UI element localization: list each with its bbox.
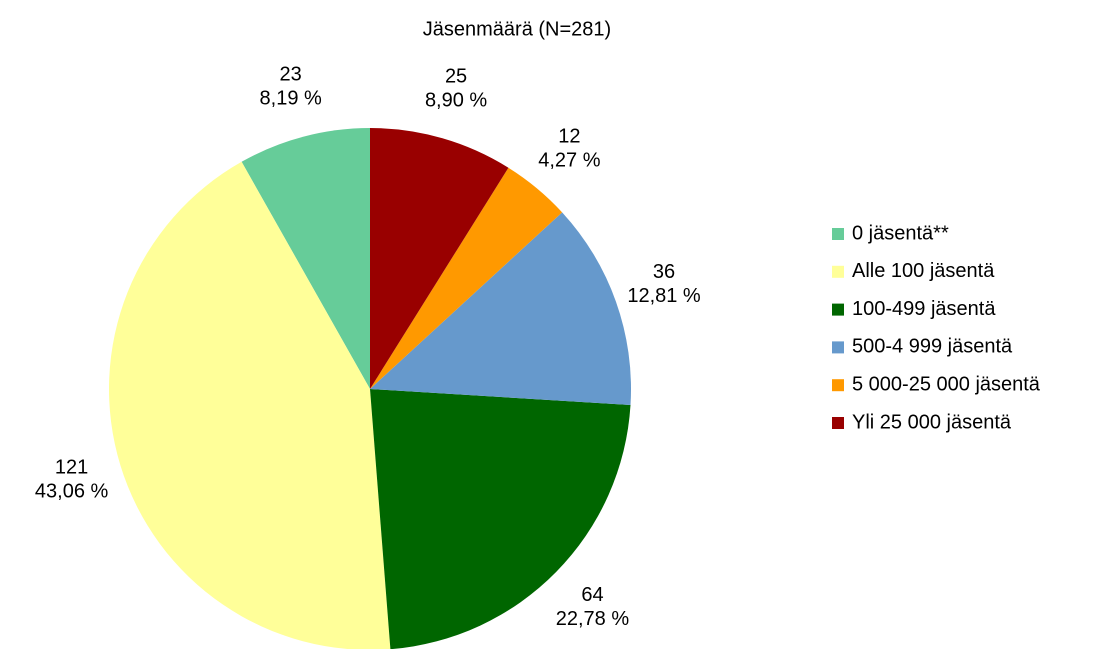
slice-count-label: 36 — [653, 261, 675, 283]
slice-percent-label: 8,19 % — [260, 88, 322, 110]
legend-label: Alle 100 jäsentä — [852, 260, 995, 282]
slice-percent-label: 4,27 % — [538, 149, 600, 171]
legend-swatch — [832, 379, 844, 392]
legend-label: 100-499 jäsentä — [852, 298, 996, 320]
legend-label: Yli 25 000 jäsentä — [852, 411, 1012, 433]
slice-percent-label: 12,81 % — [627, 285, 701, 307]
pie-slice — [370, 167, 563, 389]
legend-label: 5 000-25 000 jäsentä — [852, 373, 1041, 395]
pie-slice — [241, 128, 370, 389]
pie-slice — [370, 212, 631, 406]
legend-swatch — [832, 265, 844, 278]
slice-count-label: 25 — [445, 65, 467, 87]
pie-slice — [109, 161, 391, 649]
slice-count-label: 12 — [558, 125, 580, 147]
slice-percent-label: 22,78 % — [556, 608, 630, 630]
slice-count-label: 121 — [55, 456, 88, 478]
legend-swatch — [832, 228, 844, 240]
legend-swatch — [832, 417, 844, 429]
pie-slice — [370, 389, 631, 649]
legend-swatch — [832, 341, 844, 354]
pie-slice — [370, 128, 509, 389]
slice-percent-label: 43,06 % — [35, 480, 109, 502]
slice-count-label: 23 — [280, 64, 302, 86]
slice-count-label: 64 — [581, 584, 603, 606]
slice-percent-label: 8,90 % — [425, 89, 487, 111]
legend-label: 500-4 999 jäsentä — [852, 336, 1013, 358]
legend-swatch — [832, 303, 844, 316]
chart-title: Jäsenmäärä (N=281) — [423, 18, 611, 40]
legend-label: 0 jäsentä** — [852, 222, 949, 244]
